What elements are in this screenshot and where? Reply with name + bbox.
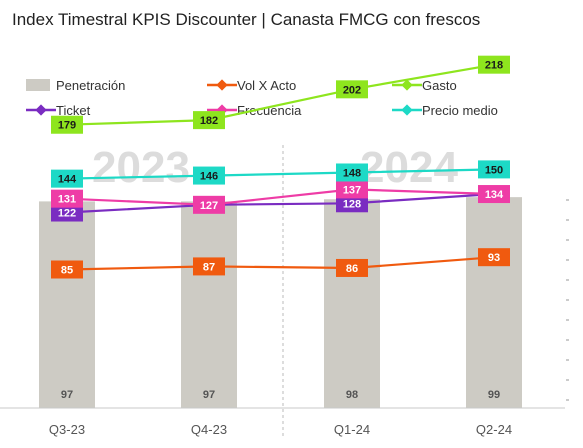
data-label-value: 86 (346, 263, 358, 275)
data-label-value: 122 (58, 208, 76, 220)
bar-value-label: 97 (203, 389, 215, 401)
data-label-vol-x-acto: 86 (336, 258, 368, 277)
data-label-frecuencia: 127 (193, 195, 225, 214)
year-label-2024: 2024 (360, 143, 458, 192)
data-label-box (51, 169, 83, 188)
data-label-value: 85 (61, 265, 73, 277)
legend-marker (35, 104, 47, 116)
data-label-value: 134 (485, 189, 504, 201)
data-label-box (478, 160, 510, 179)
line-frecuencia (66, 188, 495, 206)
x-axis: Q3-23 Q4-23 Q1-24 Q2-24 (0, 199, 569, 437)
bar-penetracion-q1-24 (324, 199, 380, 408)
data-label-ticket: 128 (336, 194, 368, 213)
data-label-precio-medio: 146 (193, 166, 225, 185)
x-tick-label: Q3-23 (49, 422, 85, 437)
data-label-precio-medio: 148 (336, 163, 368, 182)
legend-item-penetracion: Penetración (26, 78, 125, 93)
data-label-box (336, 180, 368, 199)
data-label-value: 182 (200, 115, 218, 127)
data-label-value: 150 (485, 164, 503, 176)
data-label-box (478, 55, 510, 74)
data-label-box (51, 203, 83, 222)
bar-penetracion-q4-23 (181, 201, 237, 408)
data-labels: 85 87 86 93 179 182 202 218 122 128 131 127 137 134 14… (51, 55, 510, 279)
data-label-precio-medio: 150 (478, 160, 510, 179)
bar-penetracion-q2-24 (466, 197, 522, 408)
data-label-value: 131 (58, 194, 76, 206)
data-label-value: 146 (200, 171, 218, 183)
data-label-gasto: 179 (51, 115, 83, 134)
legend-label: Precio medio (422, 103, 498, 118)
data-label-gasto: 182 (193, 111, 225, 130)
data-label-frecuencia: 134 (478, 185, 510, 204)
legend-label: Vol X Acto (237, 78, 296, 93)
x-tick-label: Q2-24 (476, 422, 512, 437)
data-label-value: 87 (203, 261, 215, 273)
data-label-box (336, 163, 368, 182)
data-label-box (51, 260, 83, 279)
data-label-box (193, 166, 225, 185)
data-label-value: 144 (58, 174, 77, 186)
bar-value-label: 99 (488, 389, 500, 401)
bar-value-label: 98 (346, 389, 358, 401)
legend-marker (401, 104, 413, 116)
legend-label: Ticket (56, 103, 91, 118)
year-labels: 2023 2024 (92, 143, 458, 192)
data-label-box (193, 257, 225, 276)
chart-title: Index Timestral KPIS Discounter | Canast… (12, 10, 480, 29)
legend-label: Penetración (56, 78, 125, 93)
data-label-box (336, 80, 368, 99)
year-label-2023: 2023 (92, 143, 190, 192)
x-tick-label: Q1-24 (334, 422, 370, 437)
data-label-box (336, 194, 368, 213)
data-label-value: 127 (200, 200, 218, 212)
data-label-box (193, 111, 225, 130)
data-label-vol-x-acto: 85 (51, 260, 83, 279)
data-label-precio-medio: 144 (51, 169, 83, 188)
data-label-box (478, 185, 510, 204)
data-label-box (51, 115, 83, 134)
line-precio-medio (66, 168, 495, 180)
data-label-value: 202 (343, 84, 361, 96)
data-label-gasto: 218 (478, 55, 510, 74)
data-label-box (336, 258, 368, 277)
bars: 97 97 98 99 (39, 197, 522, 408)
data-label-value: 128 (343, 198, 361, 210)
x-tick-label: Q4-23 (191, 422, 227, 437)
data-label-value: 148 (343, 167, 361, 179)
line-gasto (66, 63, 495, 126)
legend-marker (216, 79, 228, 91)
line-ticket (66, 192, 495, 214)
bar-value-label: 97 (61, 389, 73, 401)
data-label-vol-x-acto: 93 (478, 248, 510, 267)
lines (66, 63, 495, 271)
data-label-ticket: 122 (51, 203, 83, 222)
legend-label: Gasto (422, 78, 457, 93)
data-label-value: 137 (343, 184, 361, 196)
bar-penetracion-q3-23 (39, 201, 95, 408)
data-label-frecuencia: 137 (336, 180, 368, 199)
line-vol-x-acto (66, 256, 495, 271)
legend-label: Frecuencia (237, 103, 302, 118)
data-label-value: 218 (485, 60, 503, 72)
legend-item-vol-x-acto: Vol X Acto (207, 78, 296, 93)
legend: Penetración Vol X Acto Gasto Ticket Frecuenc… (26, 78, 498, 118)
data-label-gasto: 202 (336, 80, 368, 99)
legend-swatch (26, 79, 50, 91)
data-label-frecuencia: 131 (51, 189, 83, 208)
data-label-box (478, 248, 510, 267)
data-label-vol-x-acto: 87 (193, 257, 225, 276)
data-label-value: 93 (488, 252, 500, 264)
legend-item-ticket: Ticket (26, 103, 91, 118)
data-label-value: 179 (58, 120, 76, 132)
data-label-box (193, 195, 225, 214)
data-label-box (51, 189, 83, 208)
legend-item-precio-medio: Precio medio (392, 103, 498, 118)
